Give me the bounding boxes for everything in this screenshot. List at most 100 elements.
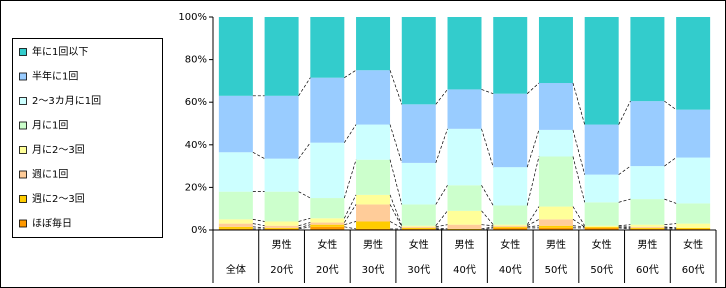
bar-segment: [538, 17, 573, 84]
series-line: [618, 100, 631, 125]
bar-segment: [493, 93, 528, 168]
x-tick-label: 男性: [272, 238, 292, 251]
bar-segment: [401, 225, 436, 227]
bar-segment: [218, 95, 253, 153]
bar-segment: [356, 204, 391, 222]
bar-segment: [493, 205, 528, 225]
bar-segment: [401, 17, 436, 105]
bar-segment: [584, 174, 619, 203]
x-tick-label: 男性: [363, 238, 383, 251]
series-line: [481, 224, 494, 227]
bar-segment: [493, 17, 528, 94]
series-line: [618, 198, 631, 203]
bar-segment: [310, 226, 345, 230]
bar-segment: [538, 219, 573, 226]
series-line: [435, 185, 448, 205]
series-line: [298, 77, 311, 97]
legend-swatch: [19, 146, 27, 154]
series-line: [481, 185, 494, 206]
series-line: [664, 100, 677, 110]
legend-label: 半年に1回: [32, 70, 78, 83]
legend-swatch: [19, 121, 27, 130]
bar-segment: [493, 227, 528, 230]
bar-segment: [264, 95, 299, 159]
bar-segment: [447, 128, 482, 186]
y-tick-label: 20%: [185, 182, 207, 193]
bar-segment: [218, 226, 253, 229]
series-line: [618, 224, 631, 227]
bar-segment: [356, 124, 391, 160]
series-line: [572, 219, 585, 228]
series-line: [526, 156, 540, 206]
bar-segment: [447, 228, 482, 230]
series-line: [572, 206, 585, 226]
bar-segment: [264, 227, 299, 229]
x-tick-label: 男性: [455, 238, 475, 251]
bar-segment: [264, 221, 299, 226]
series-line: [344, 69, 357, 79]
bar-segment: [356, 194, 391, 205]
series-line: [481, 210, 494, 225]
x-tick-label: 女性: [500, 238, 520, 251]
series-line: [526, 206, 540, 225]
series-line: [481, 89, 494, 95]
legend-swatch: [19, 72, 27, 81]
series-line: [664, 226, 677, 229]
y-tick-label: 0%: [191, 225, 207, 236]
y-tick-label: 100%: [178, 12, 207, 23]
series-line: [435, 224, 448, 228]
bar-segment: [218, 219, 253, 224]
series-line: [527, 219, 540, 227]
series-line: [252, 151, 265, 159]
y-tick-label: 60%: [185, 97, 207, 108]
series-line: [389, 124, 403, 164]
legend-label: 月に1回: [32, 120, 68, 132]
series-line: [343, 159, 357, 199]
bar-segment: [310, 17, 345, 78]
bar-segment: [584, 226, 619, 228]
legend-label: ほぼ毎日: [32, 217, 72, 230]
x-tick-label: 女性: [409, 238, 429, 251]
series-line: [572, 225, 585, 228]
series-line: [618, 227, 631, 230]
series-line: [572, 129, 586, 175]
bar-segment: [676, 227, 711, 229]
bar-segment: [218, 228, 253, 230]
bar-segment: [447, 17, 482, 90]
series-line: [572, 156, 586, 203]
series-line: [389, 159, 403, 205]
bar-segment: [356, 159, 391, 195]
bar-segment: [630, 199, 665, 225]
legend-label: 2～3カ月に1回: [32, 95, 101, 107]
bar-segment: [630, 224, 665, 227]
bar-segment: [584, 225, 619, 227]
series-line: [298, 217, 311, 222]
bar-segment: [356, 221, 391, 229]
x-tick-label: 50代: [590, 264, 613, 276]
bar-segment: [584, 227, 619, 230]
series-line: [252, 226, 265, 229]
bar-segment: [401, 204, 436, 226]
bar-segment: [630, 17, 665, 102]
x-tick-label: 40代: [453, 264, 476, 276]
series-line: [481, 226, 494, 230]
series-line: [344, 226, 357, 230]
x-tick-label: 20代: [270, 264, 293, 276]
series-line: [389, 194, 403, 226]
bar-segment: [401, 104, 436, 163]
x-tick-label: 40代: [499, 264, 522, 276]
bar-segment: [676, 157, 711, 204]
legend-swatch: [19, 170, 27, 179]
legend-label: 週に2～3回: [32, 193, 85, 205]
bar-segment: [630, 166, 665, 200]
bar-segment: [676, 223, 711, 228]
x-tick-label: 女性: [592, 238, 612, 251]
bar-segment: [676, 17, 711, 110]
series-line: [435, 89, 448, 105]
series-line: [664, 198, 677, 204]
x-tick-label: 女性: [683, 238, 703, 251]
series-line: [344, 204, 357, 223]
bar-segment: [447, 224, 482, 229]
bar-segment: [630, 226, 665, 228]
bar-segment: [447, 89, 482, 129]
